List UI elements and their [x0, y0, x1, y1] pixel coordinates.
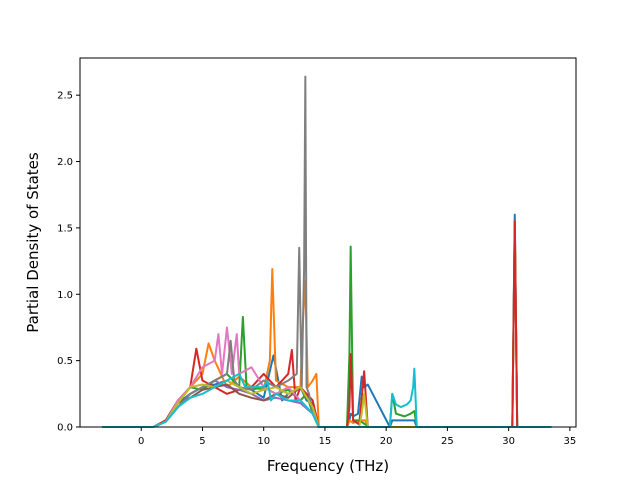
- x-tick-label: 25: [441, 436, 454, 447]
- x-tick-label: 10: [257, 436, 270, 447]
- y-tick-label: 0.0: [57, 423, 73, 434]
- x-tick-label: 20: [380, 436, 393, 447]
- y-axis-label: Partial Density of States: [24, 152, 42, 333]
- y-tick-label: 2.5: [57, 91, 73, 102]
- series-line-7: [102, 326, 552, 428]
- plot-frame: [79, 57, 577, 428]
- x-tick-label: 15: [319, 436, 332, 447]
- x-axis: 0 5 10 15 20 25 30 35: [138, 427, 576, 447]
- y-axis: 0.0 0.5 1.0 1.5 2.0 2.5: [57, 91, 80, 434]
- x-tick-label: 30: [502, 436, 515, 447]
- y-tick-label: 1.0: [57, 290, 73, 301]
- x-tick-label: 35: [564, 436, 577, 447]
- y-tick-label: 2.0: [57, 157, 73, 168]
- y-tick-label: 1.5: [57, 223, 73, 234]
- x-axis-label: Frequency (THz): [267, 457, 389, 475]
- y-tick-label: 0.5: [57, 356, 73, 367]
- series-line-8: [102, 75, 552, 428]
- series-line-10: [102, 367, 552, 428]
- series-line-9: [102, 379, 552, 428]
- series-layer: [102, 75, 552, 428]
- x-tick-label: 0: [138, 436, 144, 447]
- x-tick-label: 5: [199, 436, 205, 447]
